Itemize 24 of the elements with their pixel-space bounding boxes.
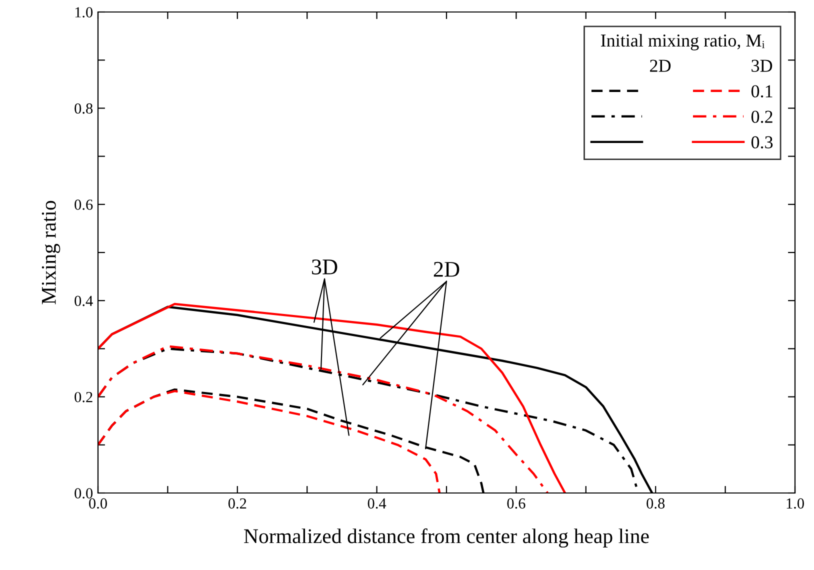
- x-tick-label: 0.4: [368, 498, 386, 509]
- y-tick-label: 0.0: [74, 488, 93, 499]
- annotation: 2D: [650, 60, 671, 72]
- annotation: 3D: [312, 260, 338, 274]
- x-tick-label: 0.8: [646, 498, 665, 509]
- y-axis-title: Mixing ratio: [42, 200, 60, 304]
- x-tick-label: 0.0: [89, 498, 107, 509]
- line-series: [98, 345, 549, 493]
- legend-title: Initial mixing ratio, Mᵢ: [600, 34, 765, 50]
- annotation: 3D: [752, 60, 772, 72]
- annotation: 2D: [434, 262, 460, 277]
- legend-label: 0.1: [751, 85, 772, 98]
- y-tick-label: 0.8: [74, 103, 93, 114]
- y-tick-label: 0.4: [74, 296, 93, 306]
- y-tick-label: 1.0: [75, 7, 93, 18]
- y-tick-label: 0.2: [74, 392, 92, 402]
- legend-label: 0.2: [751, 110, 772, 123]
- x-axis-title: Normalized distance from center along heap line: [244, 528, 649, 548]
- x-tick-label: 0.6: [507, 498, 526, 509]
- legend-label: 0.3: [751, 136, 773, 148]
- x-tick-label: 0.2: [228, 498, 246, 509]
- y-tick-label: 0.6: [74, 200, 93, 210]
- x-tick-label: 1.0: [786, 498, 804, 509]
- line-series: [98, 302, 566, 493]
